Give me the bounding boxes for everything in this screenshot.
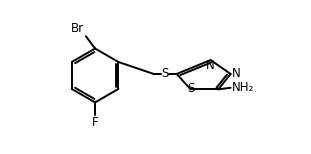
Text: S: S <box>161 67 169 80</box>
Text: N: N <box>206 59 215 72</box>
Text: N: N <box>231 67 240 80</box>
Text: Br: Br <box>70 22 84 35</box>
Text: S: S <box>187 82 194 95</box>
Text: F: F <box>92 116 98 128</box>
Text: NH₂: NH₂ <box>232 81 254 94</box>
